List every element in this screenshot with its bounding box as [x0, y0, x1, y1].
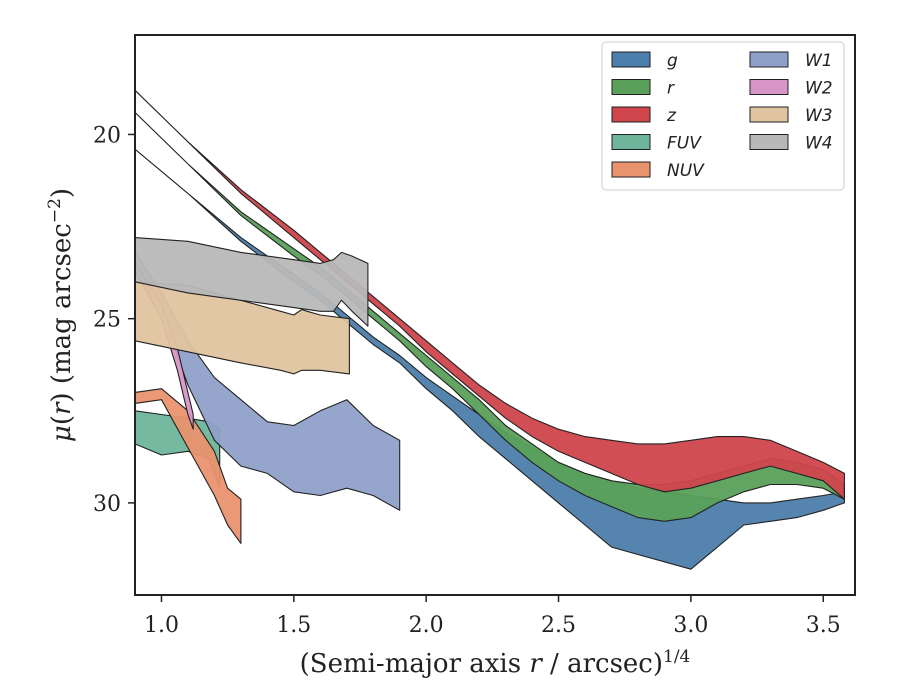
y-axis-ticks: 20 25 30	[93, 123, 135, 517]
x-axis-ticks: 1.0 1.5 2.0 2.5 3.0 3.5	[144, 595, 841, 638]
legend-swatch-nuv	[611, 161, 651, 178]
x-axis-label-var: r	[529, 649, 543, 679]
series-bands	[134, 89, 845, 570]
x-tick-label: 3.0	[673, 613, 708, 638]
legend-swatch-g	[611, 51, 651, 68]
legend-label-w4: W4	[805, 134, 833, 154]
legend-swatch-z	[611, 106, 651, 123]
band-w3	[134, 281, 350, 375]
y-axis-label-exponent: −2	[45, 198, 65, 223]
legend-swatch-w3	[749, 106, 789, 123]
y-axis-label: μ(r) (mag arcsec−2)	[45, 188, 77, 442]
y-tick-label: 20	[93, 123, 121, 148]
legend-swatch-w2	[749, 79, 789, 95]
legend-label-r: r	[667, 79, 675, 99]
band-w1	[134, 251, 401, 511]
legend-swatch-r	[611, 79, 651, 95]
band-z	[134, 89, 845, 500]
legend-label-w2: W2	[805, 79, 833, 99]
legend-label-z: z	[666, 106, 677, 126]
legend-swatch-w4	[749, 134, 789, 150]
y-axis-label-open: (	[47, 415, 77, 425]
x-tick-label: 2.0	[409, 613, 444, 638]
x-axis-label-exponent: 1/4	[663, 647, 690, 667]
legend: grz FUV NUV W1 W2 W3 W4	[601, 41, 845, 191]
legend-label-w1: W1	[805, 51, 833, 71]
y-axis-label-close: )	[47, 188, 77, 198]
x-tick-label: 2.5	[541, 613, 576, 638]
x-tick-label: 1.0	[144, 613, 179, 638]
x-axis-label: (Semi-major axis r / arcsec)1/4	[300, 647, 691, 679]
legend-swatch-w1	[749, 51, 789, 68]
y-tick-label: 30	[93, 492, 121, 517]
legend-label-nuv: NUV	[667, 161, 705, 181]
x-tick-label: 1.5	[276, 613, 311, 638]
x-axis-label-suffix: / arcsec)	[542, 649, 663, 679]
x-tick-label: 3.5	[806, 613, 841, 638]
legend-label-fuv: FUV	[667, 134, 702, 154]
x-axis-label-prefix: (Semi-major axis	[300, 649, 530, 679]
legend-label-w3: W3	[805, 106, 833, 126]
legend-label-g: g	[667, 51, 678, 71]
y-axis-label-mu: μ	[47, 425, 77, 442]
band-w4	[134, 237, 369, 327]
y-axis-label-mid: ) (mag arcsec	[47, 223, 77, 402]
plot-frame	[134, 34, 856, 596]
y-axis-label-var: r	[47, 401, 77, 415]
legend-swatch-fuv	[611, 134, 651, 150]
y-tick-label: 25	[93, 308, 121, 333]
